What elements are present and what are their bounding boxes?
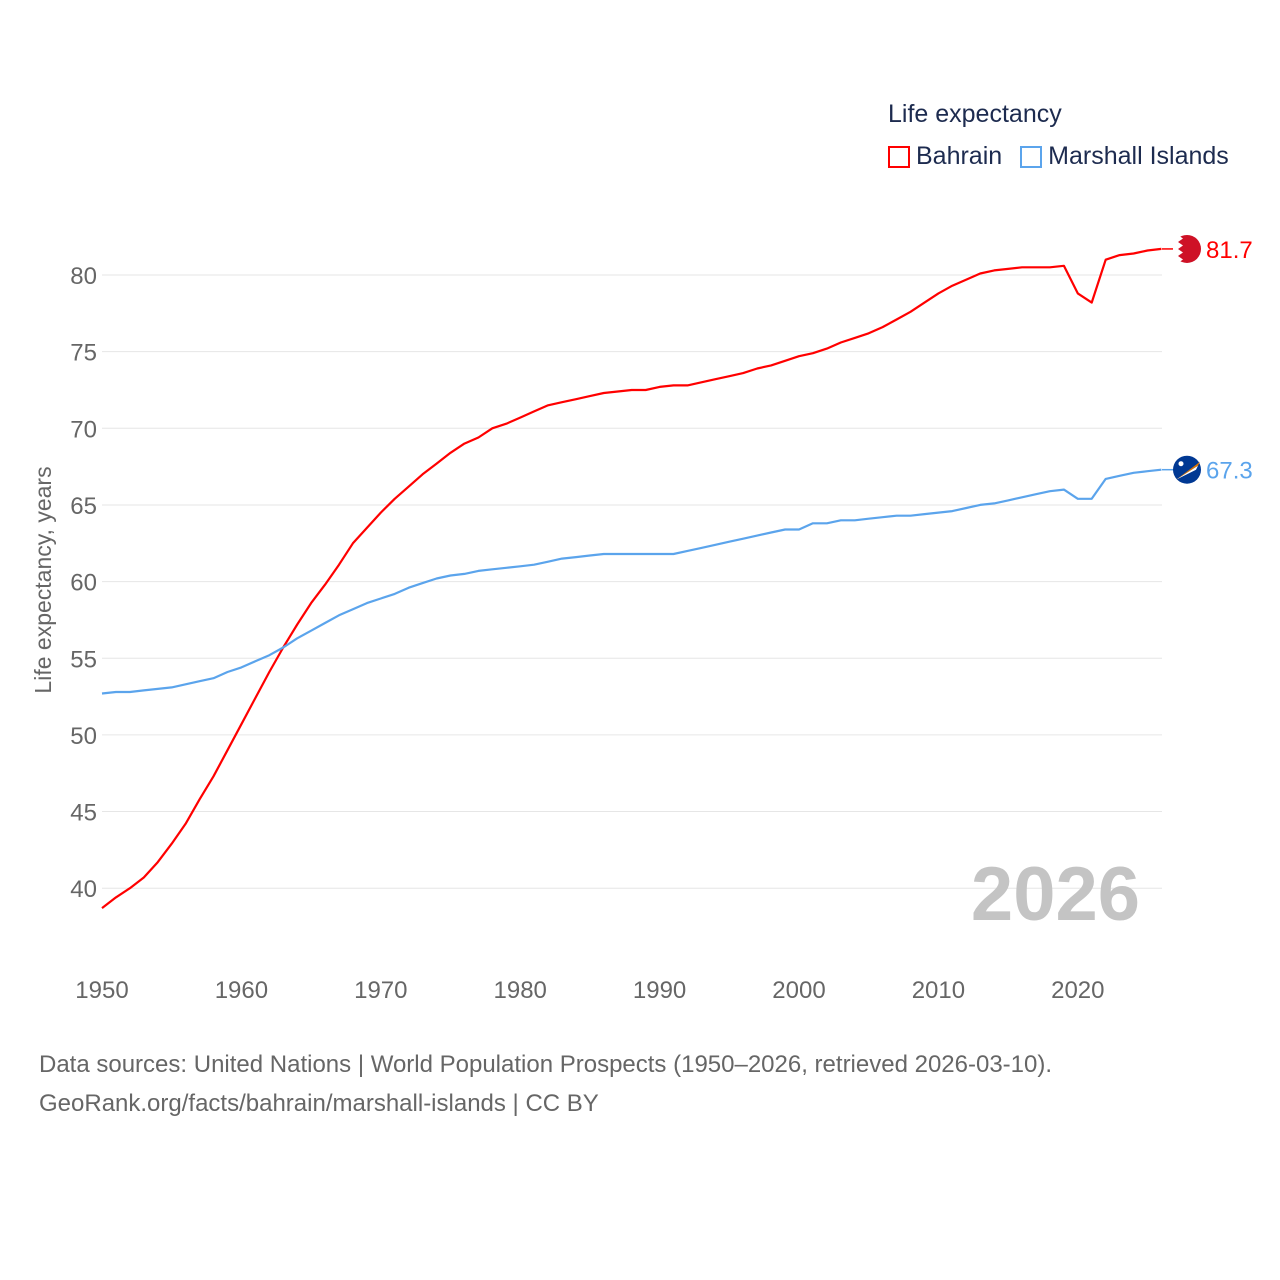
x-tick-label: 2000 — [772, 977, 825, 1004]
y-tick-label: 50 — [70, 723, 97, 750]
year-watermark: 2026 — [971, 852, 1140, 937]
x-tick-label: 1970 — [354, 977, 407, 1004]
y-tick-label: 40 — [70, 876, 97, 903]
legend: Bahrain Marshall Islands — [888, 142, 1229, 171]
legend-item-bahrain[interactable]: Bahrain — [888, 142, 1002, 171]
marshall-flag-white-ray — [1176, 465, 1198, 480]
bahrain-flag-stripe — [1173, 234, 1183, 263]
series-line-bahrain — [101, 247, 1162, 909]
end-value-label: 67.3 — [1206, 458, 1253, 485]
bahrain-flag-icon — [1173, 234, 1201, 263]
x-tick-label: 2020 — [1051, 977, 1104, 1004]
x-tick-label: 2010 — [912, 977, 965, 1004]
x-tick-label: 1980 — [494, 977, 547, 1004]
legend-item-marshall-islands[interactable]: Marshall Islands — [1020, 142, 1229, 171]
legend-swatch-marshall-islands — [1020, 145, 1043, 168]
y-tick-label: 55 — [70, 646, 97, 673]
y-tick-label: 70 — [70, 416, 97, 443]
marshall-flag-orange-ray — [1176, 461, 1200, 480]
legend-label-bahrain: Bahrain — [916, 142, 1003, 170]
marshall-flag-star — [1178, 461, 1184, 467]
y-axis-label: Life expectancy, years — [30, 466, 56, 693]
source-line-2[interactable]: GeoRank.org/facts/bahrain/marshall-islan… — [39, 1090, 599, 1117]
series-line-marshall-islands — [101, 468, 1162, 695]
source-line-1: Data sources: United Nations | World Pop… — [39, 1051, 1053, 1078]
y-tick-label: 60 — [70, 570, 97, 597]
legend-swatch-bahrain — [888, 145, 910, 168]
legend-title: Life expectancy — [888, 100, 1062, 128]
y-tick-label: 80 — [70, 263, 97, 290]
legend-label-marshall-islands: Marshall Islands — [1048, 142, 1229, 170]
x-tick-label: 1960 — [215, 977, 268, 1004]
y-tick-label: 65 — [70, 493, 97, 520]
y-tick-label: 75 — [70, 340, 97, 367]
source-note: Data sources: United Nations | World Pop… — [39, 1045, 1052, 1123]
y-tick-label: 45 — [70, 800, 97, 827]
marshall-islands-flag-icon — [1173, 455, 1201, 484]
x-tick-label: 1950 — [75, 977, 128, 1004]
end-value-label: 81.7 — [1206, 237, 1253, 264]
x-tick-label: 1990 — [633, 977, 686, 1004]
